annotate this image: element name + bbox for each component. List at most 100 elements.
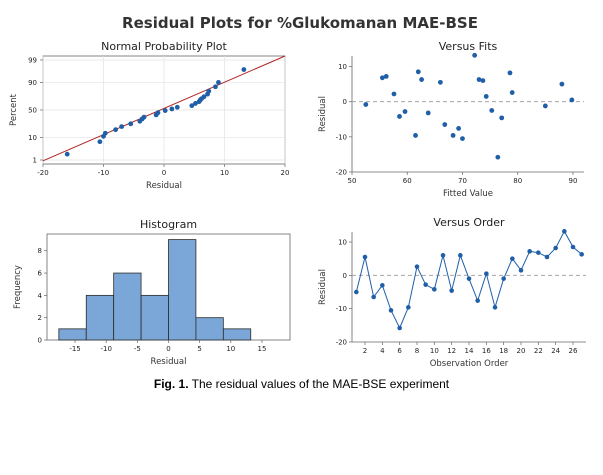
fits-point xyxy=(542,103,548,109)
fits-point xyxy=(415,69,421,75)
figure-frame: Residual Plots for %Glukomanan MAE-BSE -… xyxy=(5,6,596,370)
fits-point xyxy=(495,154,501,160)
fits-point xyxy=(472,52,478,58)
x-tick-label: 90 xyxy=(568,177,577,185)
y-tick-label: 0 xyxy=(38,337,42,345)
histogram-bar xyxy=(113,272,142,341)
x-tick-label: 4 xyxy=(380,347,385,355)
y-tick-label: 99 xyxy=(28,56,37,64)
npp-point xyxy=(113,127,118,133)
order-point xyxy=(579,252,584,257)
npp-point xyxy=(128,121,134,127)
histogram-bar xyxy=(168,239,197,341)
y-axis-label: Percent xyxy=(9,93,19,126)
normal-probability-plot-panel: -20 -10 0 10 20 1 10 50 90 99 Normal Probability P… xyxy=(9,40,289,191)
x-tick-label: -5 xyxy=(134,345,141,353)
order-point xyxy=(397,325,402,331)
order-point xyxy=(354,289,359,295)
y-axis-label: Residual xyxy=(318,269,328,305)
fits-point xyxy=(397,114,402,119)
order-point xyxy=(466,276,472,281)
y-tick-label: -10 xyxy=(336,305,347,313)
order-point xyxy=(484,271,489,276)
x-tick-label: 50 xyxy=(348,177,357,185)
npp-point xyxy=(97,139,103,145)
fits-point xyxy=(437,79,443,85)
y-tick-label: 1 xyxy=(33,157,37,165)
x-tick-label: 6 xyxy=(397,347,402,355)
x-tick-label: -15 xyxy=(69,345,80,353)
histogram-bar xyxy=(85,294,115,341)
npp-point xyxy=(193,101,198,106)
y-axis-label: Frequency xyxy=(13,265,23,309)
y-tick-label: 10 xyxy=(338,239,347,247)
order-point xyxy=(518,268,524,273)
x-tick-label: 5 xyxy=(197,345,201,353)
npp-point xyxy=(102,130,108,136)
residual-plots-figure: Residual Plots for %Glukomanan MAE-BSE -… xyxy=(9,14,586,369)
npp-point xyxy=(174,104,180,110)
histogram-bar xyxy=(58,328,87,341)
panel-title: Normal Probability Plot xyxy=(101,40,227,53)
x-tick-label: 60 xyxy=(403,177,412,185)
x-tick-label: 18 xyxy=(499,347,508,355)
y-tick-label: -20 xyxy=(336,339,347,347)
y-tick-label: 8 xyxy=(38,247,42,255)
x-tick-label: 20 xyxy=(517,347,526,355)
x-tick-label: 12 xyxy=(447,347,456,355)
versus-fits-panel: 50 60 70 80 90 -20 -10 0 10 Versus Fits Fitted Val… xyxy=(318,40,584,199)
fits-point xyxy=(383,73,389,79)
npp-point xyxy=(201,94,207,100)
fits-point xyxy=(476,77,482,82)
npp-point xyxy=(155,110,161,116)
x-tick-label: 10 xyxy=(220,169,229,177)
y-tick-label: 10 xyxy=(28,134,37,142)
x-tick-label: 10 xyxy=(226,345,235,353)
y-tick-label: 90 xyxy=(28,79,37,87)
fits-point xyxy=(499,115,505,121)
x-tick-label: 0 xyxy=(162,169,166,177)
npp-point xyxy=(169,106,175,112)
normal-fit-line xyxy=(42,55,286,162)
fits-point xyxy=(402,109,408,114)
x-tick-label: 16 xyxy=(482,347,491,355)
fits-point xyxy=(559,81,565,87)
order-point xyxy=(362,254,368,260)
npp-point xyxy=(213,84,218,90)
x-tick-label: 14 xyxy=(465,347,474,355)
y-tick-label: 0 xyxy=(343,98,347,106)
npp-point xyxy=(241,67,247,72)
histogram-bar xyxy=(195,317,224,341)
figure-caption: Fig. 1. The residual values of the MAE-B… xyxy=(0,377,603,391)
y-tick-label: 50 xyxy=(28,107,37,115)
order-point xyxy=(406,305,411,310)
order-point xyxy=(388,308,394,313)
npp-point xyxy=(141,114,147,120)
x-tick-label: 0 xyxy=(166,345,170,353)
order-point xyxy=(536,250,541,255)
x-tick-label: 15 xyxy=(258,345,267,353)
x-tick-label: 70 xyxy=(458,177,467,185)
fits-point xyxy=(489,108,495,113)
fits-point xyxy=(379,75,385,81)
order-point xyxy=(432,287,437,292)
y-tick-label: 2 xyxy=(38,314,42,322)
order-point xyxy=(414,264,420,269)
fits-point xyxy=(509,90,515,95)
x-axis-label: Residual xyxy=(146,181,182,191)
x-tick-label: 20 xyxy=(281,169,290,177)
order-point xyxy=(458,253,463,258)
order-point xyxy=(553,245,558,251)
fits-point xyxy=(460,136,465,142)
npp-point xyxy=(64,151,70,157)
x-tick-label: 8 xyxy=(415,347,419,355)
caption-text: The residual values of the MAE-BSE exper… xyxy=(188,377,450,391)
npp-point xyxy=(119,124,125,129)
y-tick-label: -20 xyxy=(336,169,347,177)
x-axis-label: Fitted Value xyxy=(443,189,493,199)
x-tick-label: 80 xyxy=(513,177,522,185)
order-point xyxy=(492,305,498,310)
histogram-bar xyxy=(140,294,169,341)
order-point xyxy=(501,276,506,281)
caption-prefix: Fig. 1. xyxy=(153,377,189,391)
